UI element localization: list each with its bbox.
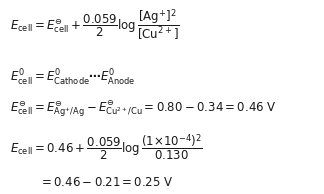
Text: $E_{\rm cell} = 0.46 + \dfrac{0.059}{2} \log \dfrac{(1{\times}10^{-4})^{2}}{0.13: $E_{\rm cell} = 0.46 + \dfrac{0.059}{2} …: [10, 132, 203, 163]
Text: $= 0.46 - 0.21 = 0.25\ {\rm V}$: $= 0.46 - 0.21 = 0.25\ {\rm V}$: [39, 176, 173, 189]
Text: $E_{\rm cell} = E^{\ominus}_{\rm cell} + \dfrac{0.059}{2} \log \dfrac{[{\rm Ag}^: $E_{\rm cell} = E^{\ominus}_{\rm cell} +…: [10, 8, 179, 43]
Text: $E^{\ominus}_{\rm cell} = E^{\ominus}_{{\rm Ag}^{+}/{\rm Ag}} - E^{\ominus}_{{\r: $E^{\ominus}_{\rm cell} = E^{\ominus}_{{…: [10, 98, 277, 119]
Text: $E^{0}_{\rm cell} = E^{0}_{\rm Cathode} \mathbf{\cdots} E^{0}_{\rm Anode}$: $E^{0}_{\rm cell} = E^{0}_{\rm Cathode} …: [10, 68, 135, 88]
